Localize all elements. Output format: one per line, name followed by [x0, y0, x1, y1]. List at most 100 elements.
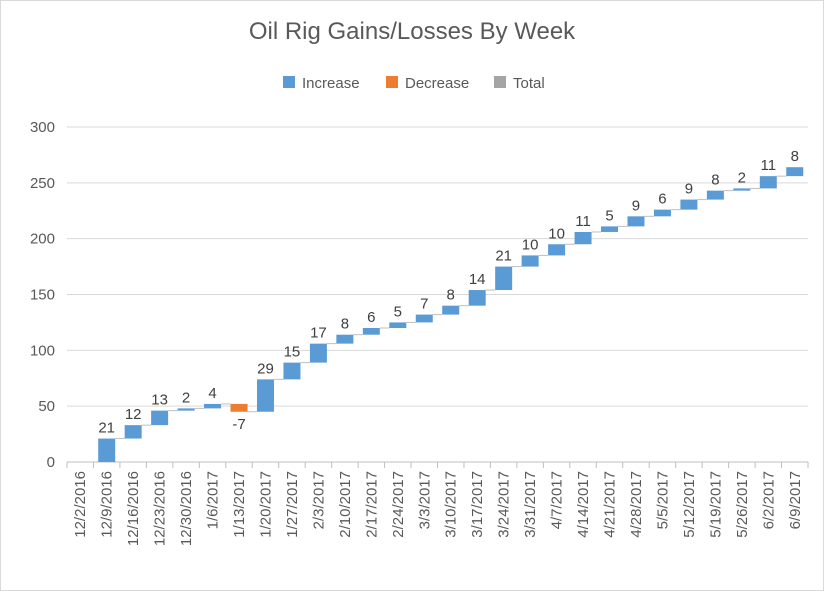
bar-5/26/2017: [733, 188, 751, 191]
bar-2/10/2017: [336, 334, 354, 344]
connector-lines: [115, 175, 787, 440]
data-label-1/20/2017: 29: [257, 360, 274, 377]
x-tick-label: 12/9/2016: [99, 471, 116, 538]
bar-4/14/2017: [574, 231, 592, 245]
x-tick-label: 12/2/2016: [72, 471, 89, 538]
x-tick-label: 12/16/2016: [125, 471, 142, 546]
data-label-6/9/2017: 8: [791, 148, 799, 165]
legend: Increase Decrease Total: [283, 75, 545, 92]
x-tick-label: 4/28/2017: [628, 471, 645, 538]
bar-3/3/2017: [415, 314, 433, 323]
y-tick-label: 300: [30, 119, 55, 136]
data-label-6/2/2017: 11: [761, 157, 777, 174]
x-tick-label: 3/24/2017: [496, 471, 513, 538]
bar-1/6/2017: [204, 403, 222, 409]
x-tick-label: 3/31/2017: [522, 471, 539, 538]
x-tick-label: 1/20/2017: [257, 471, 274, 538]
y-tick-label: 150: [30, 287, 55, 304]
data-label-4/21/2017: 5: [605, 207, 613, 224]
bar-12/23/2016: [151, 410, 169, 426]
x-tick-label: 2/24/2017: [390, 471, 407, 538]
data-label-2/24/2017: 5: [394, 303, 402, 320]
bar-5/5/2017: [653, 209, 671, 217]
data-label-3/17/2017: 14: [469, 271, 486, 288]
bar-12/9/2016: [98, 438, 116, 462]
bar-2/17/2017: [362, 328, 380, 335]
bar-3/10/2017: [442, 305, 460, 315]
data-label-4/28/2017: 9: [632, 197, 640, 214]
x-tick-label: 12/23/2016: [152, 471, 169, 546]
legend-swatch-decrease: [386, 76, 398, 88]
x-tick-label: 3/10/2017: [443, 471, 460, 538]
x-tick-label: 1/27/2017: [284, 471, 301, 538]
bar-4/28/2017: [627, 216, 645, 227]
data-label-4/14/2017: 11: [575, 213, 591, 230]
bar-4/21/2017: [601, 226, 619, 232]
bar-3/24/2017: [495, 266, 513, 291]
bar-3/31/2017: [521, 255, 539, 267]
data-label-12/16/2016: 12: [125, 406, 142, 423]
x-tick-label: 5/26/2017: [734, 471, 751, 538]
y-tick-label: 250: [30, 175, 55, 192]
data-label-2/17/2017: 6: [367, 309, 375, 326]
data-label-3/3/2017: 7: [420, 296, 428, 313]
legend-swatch-increase: [283, 76, 295, 88]
bar-6/9/2017: [786, 167, 804, 177]
data-label-4/7/2017: 10: [548, 225, 565, 242]
bar-5/12/2017: [680, 199, 698, 210]
data-label-1/6/2017: 4: [208, 385, 216, 402]
x-tick-label: 2/3/2017: [310, 471, 327, 529]
y-tick-label: 0: [47, 454, 55, 471]
x-tick-label: 5/12/2017: [681, 471, 698, 538]
x-tick-label: 2/17/2017: [363, 471, 380, 538]
data-label-5/26/2017: 2: [738, 169, 746, 186]
x-tick-label: 1/13/2017: [231, 471, 248, 538]
bar-3/17/2017: [468, 290, 486, 306]
data-label-12/30/2016: 2: [182, 389, 190, 406]
bar-4/7/2017: [548, 244, 566, 256]
bar-1/13/2017: [230, 403, 248, 412]
data-label-5/19/2017: 8: [711, 172, 719, 189]
y-tick-label: 50: [38, 398, 55, 415]
gridlines: [66, 126, 809, 468]
data-label-12/9/2016: 21: [98, 420, 115, 437]
legend-swatch-total: [494, 76, 506, 88]
bar-6/2/2017: [759, 176, 777, 189]
data-label-5/5/2017: 6: [658, 191, 666, 208]
x-tick-label: 5/19/2017: [707, 471, 724, 538]
x-tick-label: 1/6/2017: [205, 471, 222, 529]
y-tick-label: 200: [30, 231, 55, 248]
data-label-1/13/2017: -7: [232, 416, 245, 433]
data-label-3/31/2017: 10: [522, 236, 539, 253]
legend-label-total: Total: [513, 75, 545, 92]
bars: [98, 167, 804, 462]
data-label-1/27/2017: 15: [284, 344, 301, 361]
data-label-3/10/2017: 8: [447, 287, 455, 304]
legend-label-decrease: Decrease: [405, 75, 469, 92]
x-tick-label: 3/3/2017: [416, 471, 433, 529]
y-axis: 0 50 100 150 200 250 300: [30, 119, 55, 471]
bar-2/3/2017: [309, 343, 327, 363]
bar-12/16/2016: [124, 425, 142, 439]
x-tick-label: 5/5/2017: [654, 471, 671, 529]
data-label-2/10/2017: 8: [341, 316, 349, 333]
bar-1/20/2017: [256, 379, 274, 412]
data-label-2/3/2017: 17: [310, 325, 327, 342]
bar-2/24/2017: [389, 322, 407, 328]
x-tick-label: 4/14/2017: [575, 471, 592, 538]
x-tick-label: 4/21/2017: [602, 471, 619, 538]
legend-label-increase: Increase: [302, 75, 360, 92]
x-tick-label: 4/7/2017: [549, 471, 566, 529]
data-label-12/23/2016: 13: [151, 392, 168, 409]
x-tick-label: 6/9/2017: [787, 471, 804, 529]
x-tick-label: 3/17/2017: [469, 471, 486, 538]
bar-5/19/2017: [706, 190, 724, 200]
x-tick-label: 2/10/2017: [337, 471, 354, 538]
x-tick-label: 6/2/2017: [760, 471, 777, 529]
data-labels: 21 12 13 2 4 -7 29 15 17 8 6 5 7 8 14 21 10 10 11 5 9 6 9 8 2 11 8: [98, 148, 799, 436]
chart-title: Oil Rig Gains/Losses By Week: [249, 18, 576, 45]
x-axis: 12/2/2016 12/9/2016 12/16/2016 12/23/2016 12…: [72, 471, 804, 546]
data-label-3/24/2017: 21: [495, 248, 512, 265]
y-tick-label: 100: [30, 342, 55, 359]
